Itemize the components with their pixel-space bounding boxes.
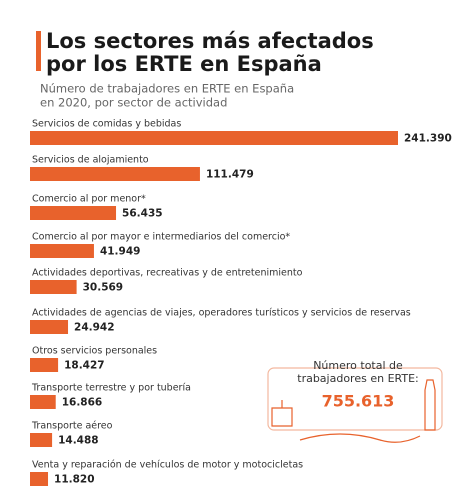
annotation-box <box>267 367 443 431</box>
value-label: 24.942 <box>74 322 115 334</box>
value-label: 241.390 <box>404 133 452 145</box>
title-accent <box>36 31 41 71</box>
value-label: 18.427 <box>64 360 105 372</box>
category-label: Actividades de agencias de viajes, opera… <box>32 308 411 319</box>
category-label: Otros servicios personales <box>32 346 157 357</box>
category-label: Servicios de comidas y bebidas <box>32 119 181 130</box>
category-label: Transporte terrestre y por tubería <box>31 383 191 394</box>
value-label: 11.820 <box>54 474 95 486</box>
bar <box>30 244 94 258</box>
bar <box>30 358 59 372</box>
category-label: Comercio al por mayor e intermediarios d… <box>32 232 290 243</box>
bar <box>30 167 200 181</box>
bar <box>30 131 398 145</box>
bottle-icon <box>424 379 436 431</box>
chart-subtitle: en 2020, por sector de actividad <box>40 96 227 110</box>
value-label: 30.569 <box>83 282 124 294</box>
bar <box>30 320 69 334</box>
illustration <box>267 367 443 443</box>
bar <box>30 280 77 294</box>
annotation-total: 755.613 <box>322 392 395 411</box>
value-label: 16.866 <box>62 397 103 409</box>
value-label: 56.435 <box>122 208 163 220</box>
bar <box>30 206 117 220</box>
annotation-label: Número total de <box>313 359 403 372</box>
glass-icon <box>271 400 293 427</box>
chart-subtitle: Número de trabajadores en ERTE en España <box>40 82 294 96</box>
hand-line <box>299 433 421 443</box>
annotation-label: trabajadores en ERTE: <box>297 372 419 385</box>
value-label: 111.479 <box>206 169 254 181</box>
value-label: 41.949 <box>100 246 141 258</box>
category-label: Servicios de alojamiento <box>32 155 149 166</box>
bar <box>30 395 56 409</box>
value-label: 14.488 <box>58 435 99 447</box>
bar <box>30 433 53 447</box>
chart-title: Los sectores más afectados <box>46 29 374 53</box>
category-label: Venta y reparación de vehículos de motor… <box>32 460 303 471</box>
category-label: Comercio al por menor* <box>32 194 146 205</box>
category-label: Transporte aéreo <box>31 421 113 432</box>
category-label: Actividades deportivas, recreativas y de… <box>32 268 303 279</box>
bar <box>30 472 49 486</box>
chart-title: por los ERTE en España <box>46 52 322 76</box>
